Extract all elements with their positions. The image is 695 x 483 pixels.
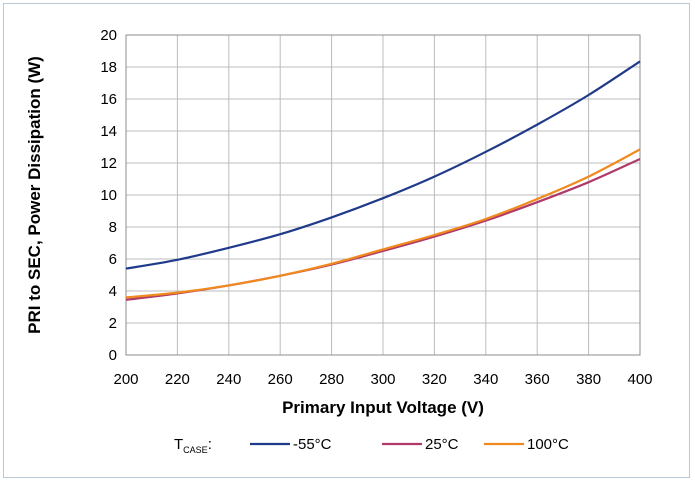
- y-tick-label: 16: [100, 91, 117, 108]
- x-tick-label: 280: [319, 371, 344, 388]
- line-chart: 200 220 240 260 280 300 320 340 360 380 400 0 2 4 6 8 10…: [25, 27, 653, 455]
- x-axis-title: Primary Input Voltage (V): [282, 398, 484, 417]
- x-tick-label: 200: [113, 371, 138, 388]
- legend-label: -55°C: [293, 436, 332, 453]
- y-tick-label: 10: [100, 187, 117, 204]
- legend-prefix: TCASE:: [174, 436, 212, 455]
- legend: TCASE: -55°C 25°C 100°C: [174, 436, 569, 455]
- x-tick-label: 240: [216, 371, 241, 388]
- x-tick-label: 300: [370, 371, 395, 388]
- legend-prefix-sub: CASE: [183, 445, 208, 455]
- x-tick-label: 360: [525, 371, 550, 388]
- x-tick-label: 220: [165, 371, 190, 388]
- legend-label: 100°C: [527, 436, 569, 453]
- x-tick-label: 400: [627, 371, 652, 388]
- legend-prefix-main: T: [174, 436, 183, 453]
- chart-frame: 200 220 240 260 280 300 320 340 360 380 400 0 2 4 6 8 10…: [3, 3, 690, 478]
- y-tick-label: 18: [100, 59, 117, 76]
- x-tick-label: 380: [576, 371, 601, 388]
- y-tick-label: 20: [100, 27, 117, 44]
- legend-prefix-suffix: :: [208, 436, 212, 453]
- y-tick-label: 12: [100, 155, 117, 172]
- series-line: [125, 60, 641, 270]
- x-tick-label: 320: [422, 371, 447, 388]
- tick-labels: 200 220 240 260 280 300 320 340 360 380 400 0 2 4 6 8 10…: [100, 27, 652, 388]
- y-tick-label: 8: [109, 219, 117, 236]
- y-axis-title: PRI to SEC, Power Dissipation (W): [25, 56, 44, 334]
- x-tick-label: 340: [473, 371, 498, 388]
- x-tick-label: 260: [268, 371, 293, 388]
- y-tick-label: 4: [109, 283, 117, 300]
- series-lines: [125, 60, 641, 301]
- y-tick-label: 14: [100, 123, 117, 140]
- y-tick-label: 2: [109, 315, 117, 332]
- y-tick-label: 0: [109, 347, 117, 364]
- grid-lines: [125, 34, 641, 356]
- legend-label: 25°C: [425, 436, 459, 453]
- series-line: [125, 148, 641, 299]
- plot-border: [125, 34, 641, 356]
- y-tick-label: 6: [109, 251, 117, 268]
